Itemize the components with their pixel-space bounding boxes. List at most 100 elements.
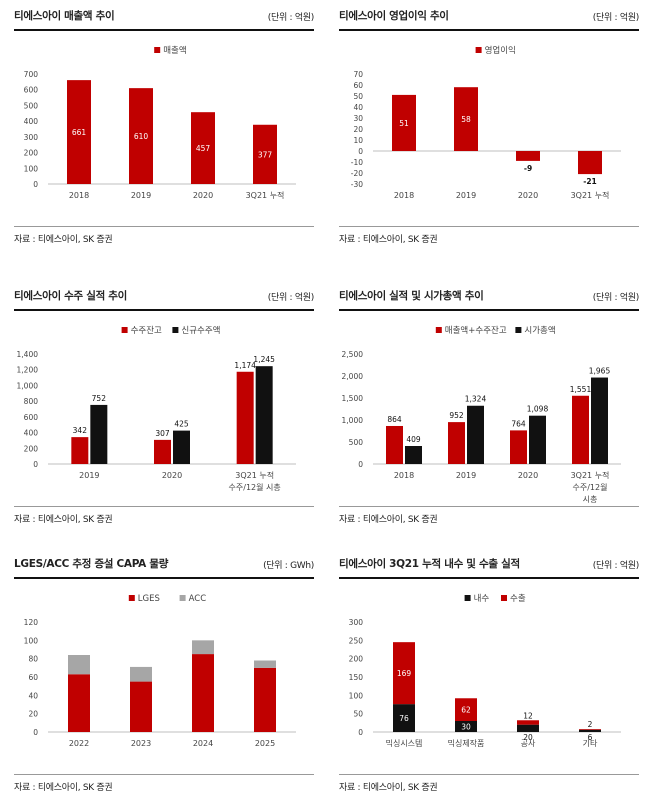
orders-bar-chart: 수주잔고 신규수주액 0 200 400 600 800 1,000 1,200 1,400 201… [17, 325, 296, 492]
y-tick-label: -20 [351, 169, 363, 178]
source-rule [14, 226, 314, 227]
y-tick-label: 50 [353, 710, 363, 719]
bar-수주잔고 [71, 437, 89, 464]
y-tick-label: 800 [24, 397, 39, 406]
legend-swatch-1 [515, 327, 522, 333]
bar-value-label: 1,098 [527, 405, 549, 414]
bar-신규수주액 [173, 430, 190, 464]
bar-신규수주액 [90, 404, 108, 464]
y-tick-label: 600 [24, 86, 39, 95]
title-rule [14, 577, 314, 579]
bar-value-label: 425 [174, 420, 189, 429]
bar-ACC [192, 640, 214, 655]
x-tick-label: 3Q21 누적 [235, 470, 274, 480]
title-rule [339, 577, 639, 579]
y-tick-label: 700 [24, 70, 39, 79]
bar-value-label: 409 [406, 435, 421, 444]
x-tick-label: 2020 [193, 191, 213, 200]
y-tick-label: 1,500 [342, 394, 364, 403]
bar-value-label: 307 [155, 429, 170, 438]
x-tick-label: 3Q21 누적 [571, 470, 610, 480]
x-tick-label: 2018 [394, 471, 414, 480]
y-tick-label: 400 [24, 429, 39, 438]
legend-swatch-0 [154, 47, 161, 53]
bar-수출 [579, 729, 601, 730]
x-tick-label: 2018 [394, 191, 414, 200]
x-tick-label: 2022 [69, 739, 89, 748]
y-tick-label: 20 [28, 710, 38, 719]
y-tick-label: 0 [33, 180, 38, 189]
bar-value-label: 1,174 [234, 361, 256, 370]
bar-value-label: 62 [461, 706, 471, 715]
bar-value-label: 661 [72, 128, 87, 137]
chart-title: 티에스아이 실적 및 시가총액 추이 [339, 290, 484, 302]
chart-title: 티에스아이 매출액 추이 [14, 10, 115, 22]
bar-매출액+수주잔고 [448, 422, 465, 464]
bar-value-label: 58 [461, 115, 471, 124]
bar-내수 [517, 724, 539, 732]
bar-value-label: 342 [73, 426, 88, 435]
y-tick-label: 40 [353, 103, 363, 112]
legend-label-0: 매출액 [163, 45, 186, 56]
chart-unit: (단위 : 억원) [592, 13, 640, 23]
capa-stacked-bar-chart: LGES ACC 0 20 40 60 80 100 120 2022 2023 2024 2025 [24, 594, 296, 748]
y-tick-label: 200 [349, 655, 364, 664]
y-tick-label: 0 [33, 728, 38, 737]
bar-value-label: 30 [461, 723, 471, 732]
y-tick-label: 0 [33, 460, 38, 469]
bar-LGES [130, 681, 152, 732]
y-tick-label: 100 [349, 691, 364, 700]
bar-시가총액 [591, 377, 608, 464]
bar-value-label: 12 [523, 711, 533, 720]
title-rule [14, 309, 314, 311]
legend-label-1: 신규수주액 [181, 325, 220, 336]
bar-매출액+수주잔고 [386, 425, 403, 464]
x-tick-label: 3Q21 누적 [571, 190, 610, 200]
bar-수주잔고 [154, 439, 171, 464]
bar-내수 [393, 704, 415, 732]
source-rule [14, 506, 314, 507]
x-tick-label: 믹싱시스템 [386, 738, 423, 748]
bar-value-label: 1,324 [465, 395, 487, 404]
bar-시가총액 [467, 405, 484, 464]
source-rule [339, 774, 639, 775]
chart-source: 자료 : 티에스아이, SK 증권 [14, 235, 113, 245]
bar-value-label: 1,551 [570, 385, 592, 394]
chart-source: 자료 : 티에스아이, SK 증권 [339, 783, 438, 793]
chart-source: 자료 : 티에스아이, SK 증권 [14, 515, 113, 525]
y-tick-label: -30 [351, 180, 363, 189]
y-tick-label: 600 [24, 413, 39, 422]
x-tick-label: 2024 [193, 739, 213, 748]
y-tick-label: 300 [349, 618, 364, 627]
bar-LGES [254, 667, 276, 732]
y-tick-label: 0 [358, 728, 363, 737]
y-tick-label: 200 [24, 149, 39, 158]
chart-title: 티에스아이 3Q21 누적 내수 및 수출 실적 [339, 558, 520, 570]
y-tick-label: 1,000 [342, 416, 364, 425]
bar-영업이익 [392, 94, 416, 151]
y-tick-label: 40 [28, 691, 38, 700]
bar-매출액 [67, 80, 91, 184]
bar-매출액 [129, 88, 153, 184]
bar-value-label: -21 [583, 177, 597, 186]
legend-label-0: 내수 [474, 594, 490, 604]
x-tick-label: 2025 [255, 739, 275, 748]
bar-매출액 [253, 124, 277, 184]
bar-value-label: 1,245 [253, 355, 275, 364]
bar-매출액 [191, 112, 215, 184]
bar-value-label: 752 [92, 394, 107, 403]
y-tick-label: 20 [353, 125, 363, 134]
bar-시가총액 [529, 415, 546, 464]
domestic-export-stacked-bar-chart: 내수 수출 0 50 100 150 200 250 300 믹싱시스템 76 169 믹싱제작품 30 6… [349, 593, 621, 748]
bar-신규수주액 [255, 366, 273, 464]
bar-영업이익 [516, 151, 540, 161]
y-tick-label: 60 [353, 81, 363, 90]
legend-swatch-0 [121, 327, 128, 333]
x-tick-label: 2020 [518, 191, 538, 200]
bar-value-label: 169 [397, 669, 412, 678]
y-tick-label: 0 [358, 147, 363, 156]
bar-수출 [517, 720, 539, 725]
bar-수출 [393, 642, 415, 705]
bar-ACC [68, 655, 90, 675]
bar-value-label: 76 [399, 714, 409, 723]
